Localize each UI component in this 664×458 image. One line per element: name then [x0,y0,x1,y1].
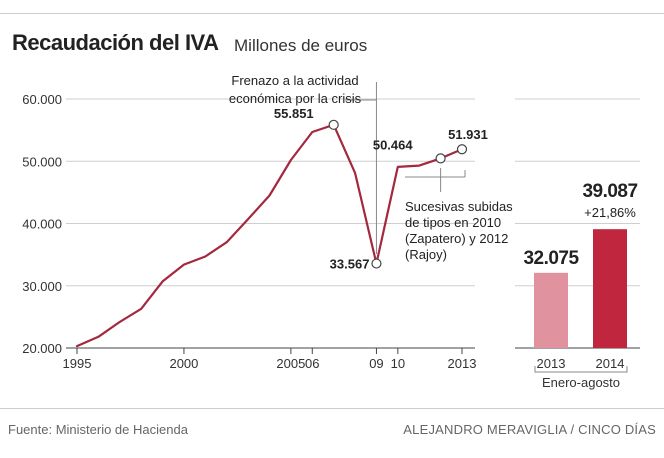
bar-category-label: 2013 [537,356,566,371]
bar-2014 [593,229,627,348]
x-tick-label: 10 [391,356,405,371]
y-tick-label: 30.000 [22,279,62,294]
point-markers [328,119,468,269]
y-axis-labels: 20.000 30.000 40.000 50.000 60.000 [22,92,62,356]
annotation-crisis-text: económica por la crisis [229,91,362,106]
chart-title: Recaudación del IVA [12,30,219,55]
annotation-taxes-text: (Zapatero) y 2012 [405,231,508,246]
annotation-crisis-text: Frenazo a la actividad [231,73,358,88]
annotation-taxes-text: (Rajoy) [405,247,447,262]
bar-category-label: 2014 [596,356,625,371]
bar-chart: 2013 2014 32.075 39.087 +21,86% Enero-agosto [523,181,638,390]
y-tick-label: 40.000 [22,217,62,232]
line-series [75,123,464,348]
top-rule [0,13,664,14]
footer-rule [0,408,664,409]
annotation-taxes-text: Sucesivas subidas [405,199,513,214]
bar-period-label: Enero-agosto [542,375,620,390]
y-tick-label: 60.000 [22,92,62,107]
point-marker [371,258,382,269]
chart-subtitle: Millones de euros [234,36,368,55]
y-tick-label: 50.000 [22,154,62,169]
series-line [75,123,464,348]
author-credit: ALEJANDRO MERAVIGLIA / CINCO DÍAS [403,422,656,437]
point-label: 51.931 [448,127,488,142]
bar-change-label: +21,86% [584,205,636,220]
x-tick-label: 1995 [63,356,92,371]
source-note: Fuente: Ministerio de Hacienda [8,422,188,437]
gridlines [66,98,640,349]
bar-value-label: 39.087 [582,181,637,202]
point-marker [435,153,446,164]
x-tick-label: 2005 [276,356,305,371]
x-tick-label: 2013 [448,356,477,371]
annotation-taxes-text: de tipos en 2010 [405,215,501,230]
bar-period-bracket [534,366,628,373]
x-tick-label: 2000 [169,356,198,371]
point-marker [328,119,339,130]
point-marker [456,144,468,155]
point-labels: 55.851 33.567 50.464 51.931 [274,106,488,272]
point-label: 33.567 [330,257,370,272]
point-label: 50.464 [373,137,414,152]
x-axis: 1995 2000 2005 06 09 10 2013 [63,348,477,371]
y-tick-label: 20.000 [22,341,62,356]
x-tick-label: 06 [305,356,319,371]
bar-2013 [534,272,568,348]
point-label: 55.851 [274,106,314,121]
x-tick-label: 09 [369,356,383,371]
annotations: Frenazo a la actividad económica por la c… [229,73,513,262]
bar-value-label: 32.075 [523,248,579,269]
